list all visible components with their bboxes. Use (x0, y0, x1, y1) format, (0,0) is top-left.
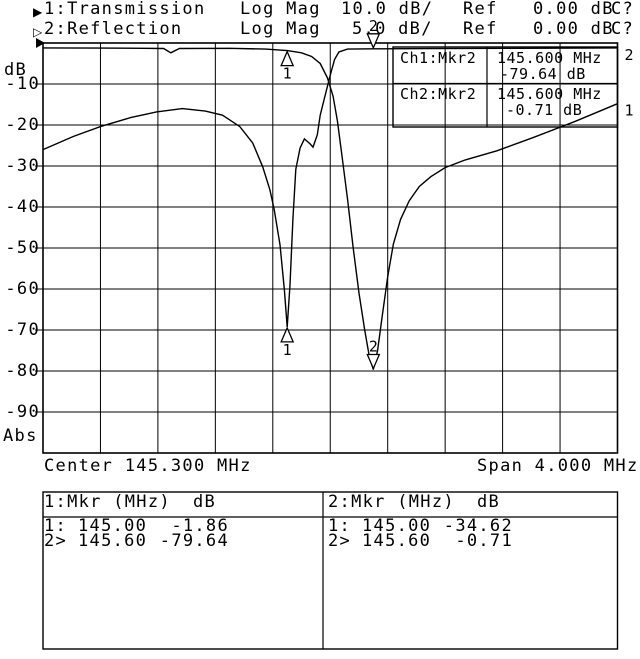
y-tick--20: -20 (5, 115, 40, 135)
center-frequency-label: Center 145.300 MHz (44, 456, 252, 476)
channel1-scale: 10.0 dB/ (341, 0, 434, 19)
y-tick--50: -50 (5, 238, 40, 258)
channel1-title: 1:Transmission (44, 0, 206, 19)
y-tick--90: -90 (5, 402, 40, 422)
table2-row1-value: -34.62 (443, 516, 513, 536)
table2-unit: dB (477, 492, 501, 512)
table2-row2-num: 2> (328, 531, 352, 551)
table2-row2-freq: 145.60 (362, 531, 432, 551)
y-tick--10: -10 (5, 74, 40, 94)
marker-table-box (42, 491, 619, 650)
table1-row1-freq: 145.00 (78, 516, 148, 536)
y-tick--60: -60 (5, 279, 40, 299)
y-tick--40: -40 (5, 197, 40, 217)
table2-row1-num: 1: (328, 516, 352, 536)
readout-ch1-value: -79.64 dB (500, 65, 586, 83)
channel2-scale: 5.0 dB/ (352, 19, 433, 39)
channel2-title: 2:Reflection (44, 19, 183, 39)
trace-edge-label-1: 1 (624, 102, 633, 120)
span-label: Span 4.000 MHz (477, 456, 639, 476)
y-tick--30: -30 (5, 156, 40, 176)
marker-symbols: 1 1 2 2 (280, 17, 381, 371)
channel1-cal-status: C? (611, 0, 635, 19)
marker-1-number-label: 1 (283, 341, 292, 359)
marker-2-symbol-icon (366, 353, 381, 371)
table1-row2-freq: 145.60 (78, 531, 148, 551)
table1-row1-value: -1.86 (171, 516, 229, 536)
y-tick--70: -70 (5, 320, 40, 340)
table1-title: 1:Mkr (MHz) (44, 492, 171, 512)
marker-2-symbol-icon (366, 33, 381, 50)
channel1-ref-label: Ref (463, 0, 498, 19)
traces: 12 (42, 46, 634, 370)
channel2-format: Log Mag (240, 19, 321, 39)
table2-row2-value: -0.71 (455, 531, 513, 551)
readout-ch2-value: -0.71 dB (506, 101, 583, 119)
marker-1-number-label: 1 (283, 65, 292, 83)
channel2-ref-label: Ref (463, 19, 498, 39)
readout-ch2-frequency: 145.600 MHz (497, 85, 602, 103)
channel2-ref-value: 0.00 dB (533, 19, 614, 39)
marker-readout-box (392, 46, 619, 128)
table2-row1-freq: 145.00 (362, 516, 432, 536)
table1-unit: dB (193, 492, 217, 512)
reference-level-marker-icon (36, 38, 45, 48)
channel1-format: Log Mag (240, 0, 321, 19)
marker-2-number-label: 2 (369, 338, 378, 356)
marker-1-symbol-icon (280, 49, 295, 67)
y-tick--80: -80 (5, 361, 40, 381)
marker-2-number-label: 2 (369, 17, 378, 35)
trace-edge-label-2: 2 (624, 46, 633, 64)
readout-ch1-frequency: 145.600 MHz (497, 49, 602, 67)
table1-row1-num: 1: (44, 516, 68, 536)
channel1-active-icon: ▶ (33, 5, 43, 19)
trace-1 (42, 47, 618, 370)
readout-ch2-marker: Ch2:Mkr2 (400, 85, 477, 103)
channel2-cal-status: C? (611, 19, 635, 39)
y-axis-unit: dB (4, 60, 28, 80)
y-axis-bottom-label: Abs (3, 426, 38, 446)
readout-ch1-marker: Ch1:Mkr2 (400, 49, 477, 67)
graticule-grid (35, 43, 618, 453)
marker-1-symbol-icon (280, 326, 295, 343)
channel1-ref-value: 0.00 dB (533, 0, 614, 19)
table2-title: 2:Mkr (MHz) (328, 492, 455, 512)
table1-row2-value: -79.64 (159, 531, 229, 551)
channel2-inactive-icon: ▷ (33, 25, 43, 39)
trace-2 (42, 47, 618, 327)
table1-row2-num: 2> (44, 531, 68, 551)
